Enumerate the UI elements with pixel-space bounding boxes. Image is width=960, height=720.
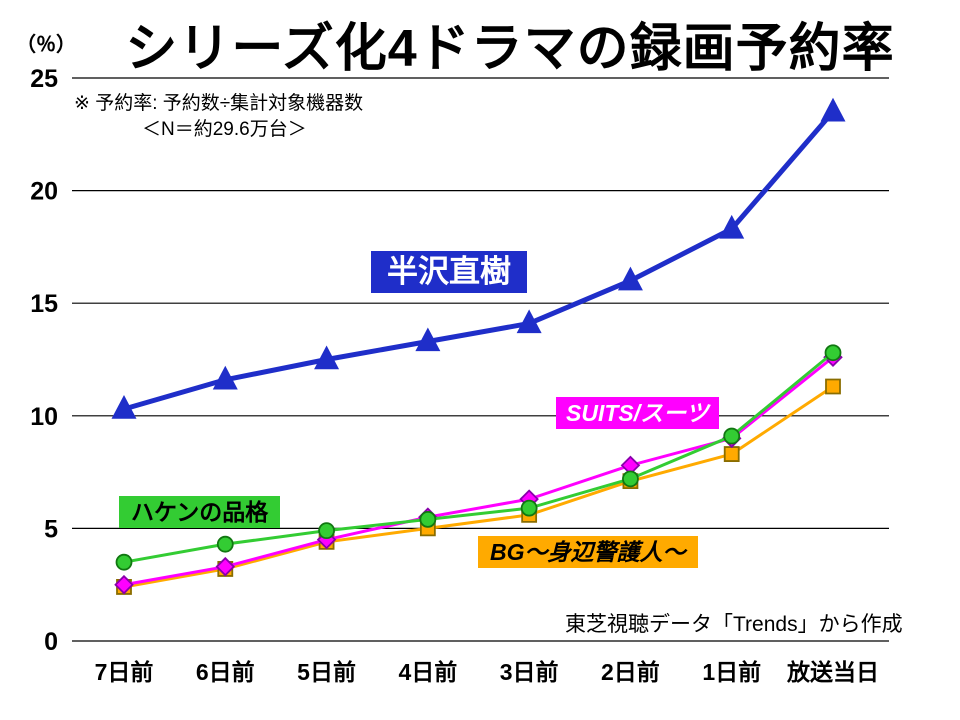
marker-triangle — [212, 365, 238, 390]
x-tick-label: 3日前 — [500, 659, 559, 685]
marker-circle — [824, 344, 842, 362]
marker-circle — [115, 553, 133, 571]
y-tick-label: 25 — [30, 65, 58, 93]
x-tick-label: 2日前 — [601, 659, 660, 685]
series-line-3 — [121, 109, 836, 412]
y-tick-label: 15 — [30, 290, 58, 318]
marker-circle — [723, 427, 741, 445]
note-definition: ※ 予約率: 予約数÷集計対象機器数 — [74, 93, 364, 114]
series-label-hanzawa-naoki: 半沢直樹 — [371, 251, 527, 293]
marker-square — [825, 378, 841, 395]
x-tick-label: 4日前 — [398, 659, 457, 685]
marker-circle — [216, 535, 234, 553]
y-tick-label: 20 — [30, 178, 58, 206]
y-axis-unit-label: （％） — [16, 34, 76, 56]
y-tick-label: 10 — [30, 403, 58, 431]
x-tick-label: 1日前 — [702, 659, 761, 685]
marker-circle — [318, 522, 335, 540]
x-tick-label: 放送当日 — [786, 659, 879, 685]
marker-diamond — [215, 556, 236, 577]
marker-triangle — [516, 309, 542, 334]
series-label-suits: SUITS/スーツ — [556, 397, 719, 430]
marker-circle — [419, 510, 437, 528]
marker-triangle — [415, 327, 441, 352]
marker-diamond — [114, 574, 134, 595]
y-tick-label: 5 — [44, 515, 58, 543]
series-line-2 — [122, 351, 835, 564]
marker-circle — [520, 499, 538, 517]
chart-title: シリーズ化4ドラマの録画予約率 — [125, 20, 895, 78]
marker-square — [723, 446, 740, 462]
y-tick-label: 0 — [44, 628, 58, 656]
marker-triangle — [111, 395, 137, 419]
marker-circle — [622, 470, 639, 488]
series-label-haken-no-hinkaku: ハケンの品格 — [119, 496, 281, 529]
series-label-bg-bodyguard: BG～身辺警護人～ — [478, 536, 698, 569]
source-credit: 東芝視聴データ「Trends」から作成 — [565, 613, 903, 636]
series-line-0 — [122, 385, 835, 589]
marker-triangle — [617, 266, 643, 291]
x-tick-label: 6日前 — [196, 659, 255, 685]
x-tick-label: 5日前 — [297, 659, 356, 685]
marker-triangle — [719, 214, 745, 239]
marker-triangle — [314, 345, 340, 370]
marker-triangle — [820, 97, 846, 122]
x-tick-label: 7日前 — [95, 659, 154, 685]
note-sample-size: ＜N＝約29.6万台＞ — [142, 119, 307, 140]
